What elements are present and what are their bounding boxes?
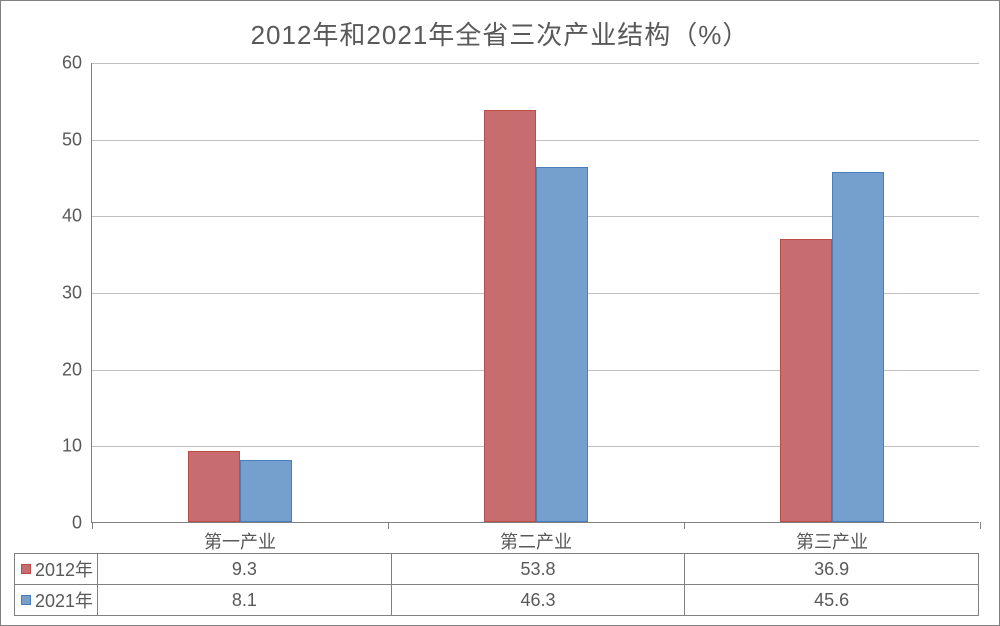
y-tick-label: 40 xyxy=(62,206,82,227)
bar xyxy=(832,172,884,522)
data-cell: 36.9 xyxy=(685,554,979,585)
x-category-label: 第三产业 xyxy=(796,528,868,554)
x-tick xyxy=(388,522,389,529)
data-table-row: 2012年9.353.836.9 xyxy=(15,554,979,585)
x-category-label: 第一产业 xyxy=(204,528,276,554)
bar xyxy=(240,460,292,522)
x-tick xyxy=(684,522,685,529)
gridline xyxy=(92,63,979,64)
data-cell: 46.3 xyxy=(391,585,685,616)
data-table-row: 2021年8.146.345.6 xyxy=(15,585,979,616)
y-tick-label: 10 xyxy=(62,436,82,457)
legend-cell: 2012年 xyxy=(15,554,98,585)
y-tick-label: 0 xyxy=(72,513,82,534)
data-table: 2012年9.353.836.92021年8.146.345.6 xyxy=(14,553,979,616)
x-tick xyxy=(980,522,981,529)
bar xyxy=(780,239,832,522)
bar xyxy=(484,110,536,522)
legend-swatch xyxy=(21,595,31,605)
data-cell: 45.6 xyxy=(685,585,979,616)
bar xyxy=(536,167,588,522)
x-tick xyxy=(92,522,93,529)
legend-cell: 2021年 xyxy=(15,585,98,616)
chart-title: 2012年和2021年全省三次产业结构（%） xyxy=(1,1,999,52)
data-cell: 8.1 xyxy=(98,585,392,616)
legend-series-name: 2012年 xyxy=(35,560,93,580)
y-tick-label: 20 xyxy=(62,359,82,380)
x-category-label: 第二产业 xyxy=(500,528,572,554)
legend-swatch xyxy=(21,564,31,574)
data-cell: 53.8 xyxy=(391,554,685,585)
plot-area: 0102030405060第一产业第二产业第三产业 xyxy=(91,63,979,523)
legend-series-name: 2021年 xyxy=(35,591,93,611)
y-tick-label: 60 xyxy=(62,53,82,74)
data-cell: 9.3 xyxy=(98,554,392,585)
chart-container: 2012年和2021年全省三次产业结构（%） 0102030405060第一产业… xyxy=(0,0,1000,626)
bar xyxy=(188,451,240,522)
y-tick-label: 50 xyxy=(62,129,82,150)
y-tick-label: 30 xyxy=(62,283,82,304)
